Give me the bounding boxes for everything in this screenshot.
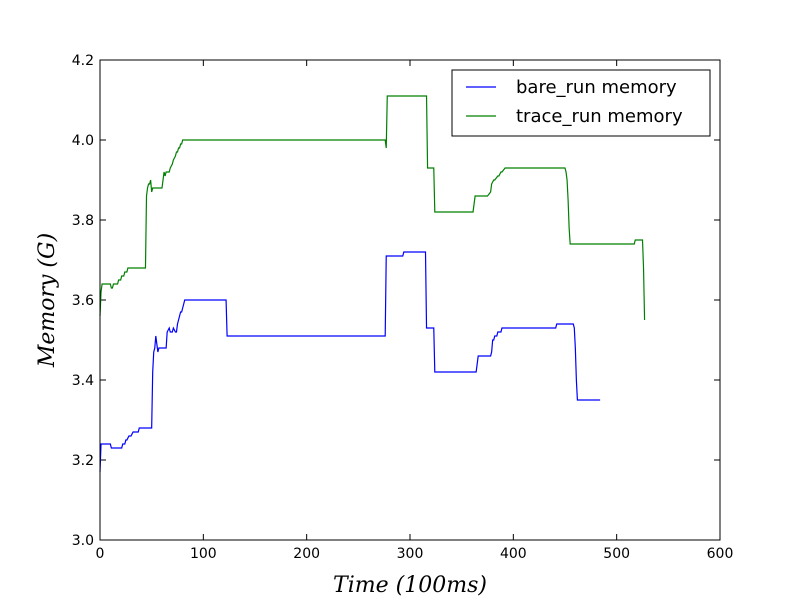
y-tick-label: 4.0 [72,133,94,149]
legend: bare_run memory trace_run memory [451,69,711,137]
axis-labels: Time (100ms) Memory (G) [35,233,487,598]
x-tick-label: 600 [707,546,734,562]
x-tick-label: 300 [397,546,424,562]
plot-frame [99,59,721,541]
series-line-1 [99,95,646,321]
series-layer [99,95,646,473]
x-tick-label: 400 [500,546,527,562]
y-tick-label: 3.6 [72,293,94,309]
legend-box [451,69,711,137]
y-tick-label: 3.0 [72,533,94,549]
x-tick-label: 500 [603,546,630,562]
y-tick-label: 3.2 [72,453,94,469]
series-line-0 [99,251,601,473]
legend-label-1: trace_run memory [516,106,683,127]
y-tick-label: 3.8 [72,213,94,229]
ticks-layer: 0 100 200 300 400 500 600 3.0 3.2 3.4 3.6 3.8 4.0 4.2 [72,53,734,562]
x-axis-label: Time (100ms) [333,573,487,598]
legend-label-0: bare_run memory [516,77,677,98]
x-tick-label: 100 [190,546,217,562]
x-tick-label: 0 [96,546,105,562]
y-tick-label: 3.4 [72,373,94,389]
x-tick-label: 200 [293,546,320,562]
y-tick-label: 4.2 [72,53,94,69]
y-axis-label: Memory (G) [35,233,60,368]
